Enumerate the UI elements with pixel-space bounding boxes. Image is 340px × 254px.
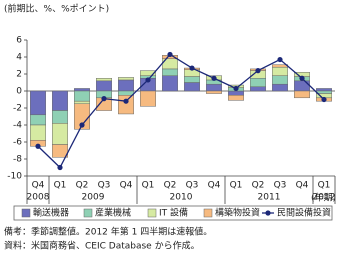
year-label: 2008 — [27, 193, 50, 203]
bar-segment — [96, 78, 112, 82]
bar-segment — [140, 90, 156, 107]
bar-segment — [118, 77, 134, 81]
legend-label: IT 設備 — [159, 207, 188, 219]
x-tick-label: Q4 — [120, 181, 133, 191]
source: 資料：米国商務省、CEIC Database から作成。 — [4, 240, 200, 252]
line-point — [255, 68, 261, 74]
y-tick-label: -10 — [7, 172, 22, 182]
bar-segment — [118, 95, 134, 115]
legend-label: 輸送機器 — [33, 207, 69, 219]
x-tick-label: Q2 — [164, 181, 177, 191]
bar-segment — [228, 90, 244, 96]
y-tick-label: 2 — [16, 70, 22, 80]
line-point — [299, 75, 305, 81]
bar-segment — [140, 70, 156, 76]
y-tick-label: -2 — [13, 104, 22, 114]
bar-segment — [74, 100, 90, 104]
bar-segment — [52, 90, 68, 111]
x-tick-label: Q3 — [98, 181, 111, 191]
bar-segment — [206, 83, 222, 92]
x-axis-label: (年期) — [311, 192, 336, 204]
y-tick-label: -6 — [13, 138, 22, 148]
line-point — [211, 75, 217, 81]
bar-segment — [74, 88, 90, 92]
bar-segment — [294, 90, 310, 99]
line-point — [145, 77, 151, 83]
legend-swatch — [83, 208, 93, 218]
year-label: 2010 — [170, 193, 193, 203]
line-point — [57, 164, 63, 171]
x-tick-label: Q4 — [296, 181, 309, 191]
bar-segment — [316, 90, 332, 94]
bar-segment — [52, 123, 68, 145]
bar-segment — [228, 95, 244, 101]
x-tick-label: Q4 — [32, 181, 45, 191]
legend-marker — [265, 210, 271, 216]
line-point — [233, 85, 239, 92]
bar-segment — [184, 76, 200, 83]
line-point — [35, 143, 41, 149]
bar-segment — [272, 64, 288, 68]
bar-segment — [30, 114, 46, 126]
bar-segment — [250, 78, 266, 87]
line-point — [189, 65, 195, 71]
legend-box — [13, 205, 333, 221]
line-point — [277, 56, 283, 63]
x-tick-label: Q1 — [318, 181, 331, 191]
bar-segment — [206, 90, 222, 94]
line-point — [101, 96, 107, 102]
legend-swatch — [21, 208, 31, 218]
y-tick-label: 0 — [16, 87, 22, 97]
bar-segment — [162, 75, 178, 92]
year-label: 2012 — [313, 193, 336, 203]
bar-segment — [52, 110, 68, 124]
bar-segment — [118, 90, 134, 96]
legend-label: 産業機械 — [95, 207, 131, 219]
y-tick-label: -8 — [13, 155, 22, 165]
bar-segment — [30, 90, 46, 116]
line-point — [79, 122, 85, 128]
y-tick-label: 4 — [16, 53, 22, 63]
bar-segment — [316, 88, 332, 92]
legend-swatch — [203, 208, 213, 218]
note: 備考：季節調整値。2012 年第 1 四半期は速報値。 — [4, 226, 212, 238]
bar-segment — [294, 80, 310, 92]
legend-label: 構築物投資 — [215, 207, 260, 219]
x-tick-label: Q1 — [54, 181, 67, 191]
x-tick-label: Q4 — [208, 181, 221, 191]
x-tick-label: Q2 — [252, 181, 265, 191]
bar-segment — [30, 124, 46, 141]
bar-segment — [184, 82, 200, 92]
bar-segment — [74, 90, 90, 102]
x-tick-label: Q1 — [230, 181, 243, 191]
bar-segment — [272, 75, 288, 85]
bar-segment — [272, 83, 288, 92]
y-tick-label: 6 — [16, 36, 22, 46]
x-tick-label: Q1 — [142, 181, 155, 191]
bar-segment — [162, 68, 178, 76]
legend-label: 民間設備投資 — [277, 207, 331, 219]
bar-segment — [52, 144, 68, 158]
x-tick-label: Q3 — [274, 181, 287, 191]
line-point — [321, 96, 327, 103]
x-tick-label: Q2 — [76, 181, 89, 191]
bar-segment — [118, 79, 134, 92]
year-label: 2011 — [258, 193, 281, 203]
bar-segment — [96, 80, 112, 92]
bar-segment — [250, 86, 266, 92]
x-tick-label: Q3 — [186, 181, 199, 191]
line-point — [123, 98, 129, 104]
line — [37, 53, 325, 169]
line-point — [167, 51, 173, 58]
y-tick-label: -4 — [13, 121, 22, 131]
bar-segment — [272, 66, 288, 76]
y-axis-label: (前期比、%、%ポイント) — [4, 3, 109, 15]
year-label: 2009 — [82, 193, 105, 203]
legend-swatch — [147, 208, 157, 218]
